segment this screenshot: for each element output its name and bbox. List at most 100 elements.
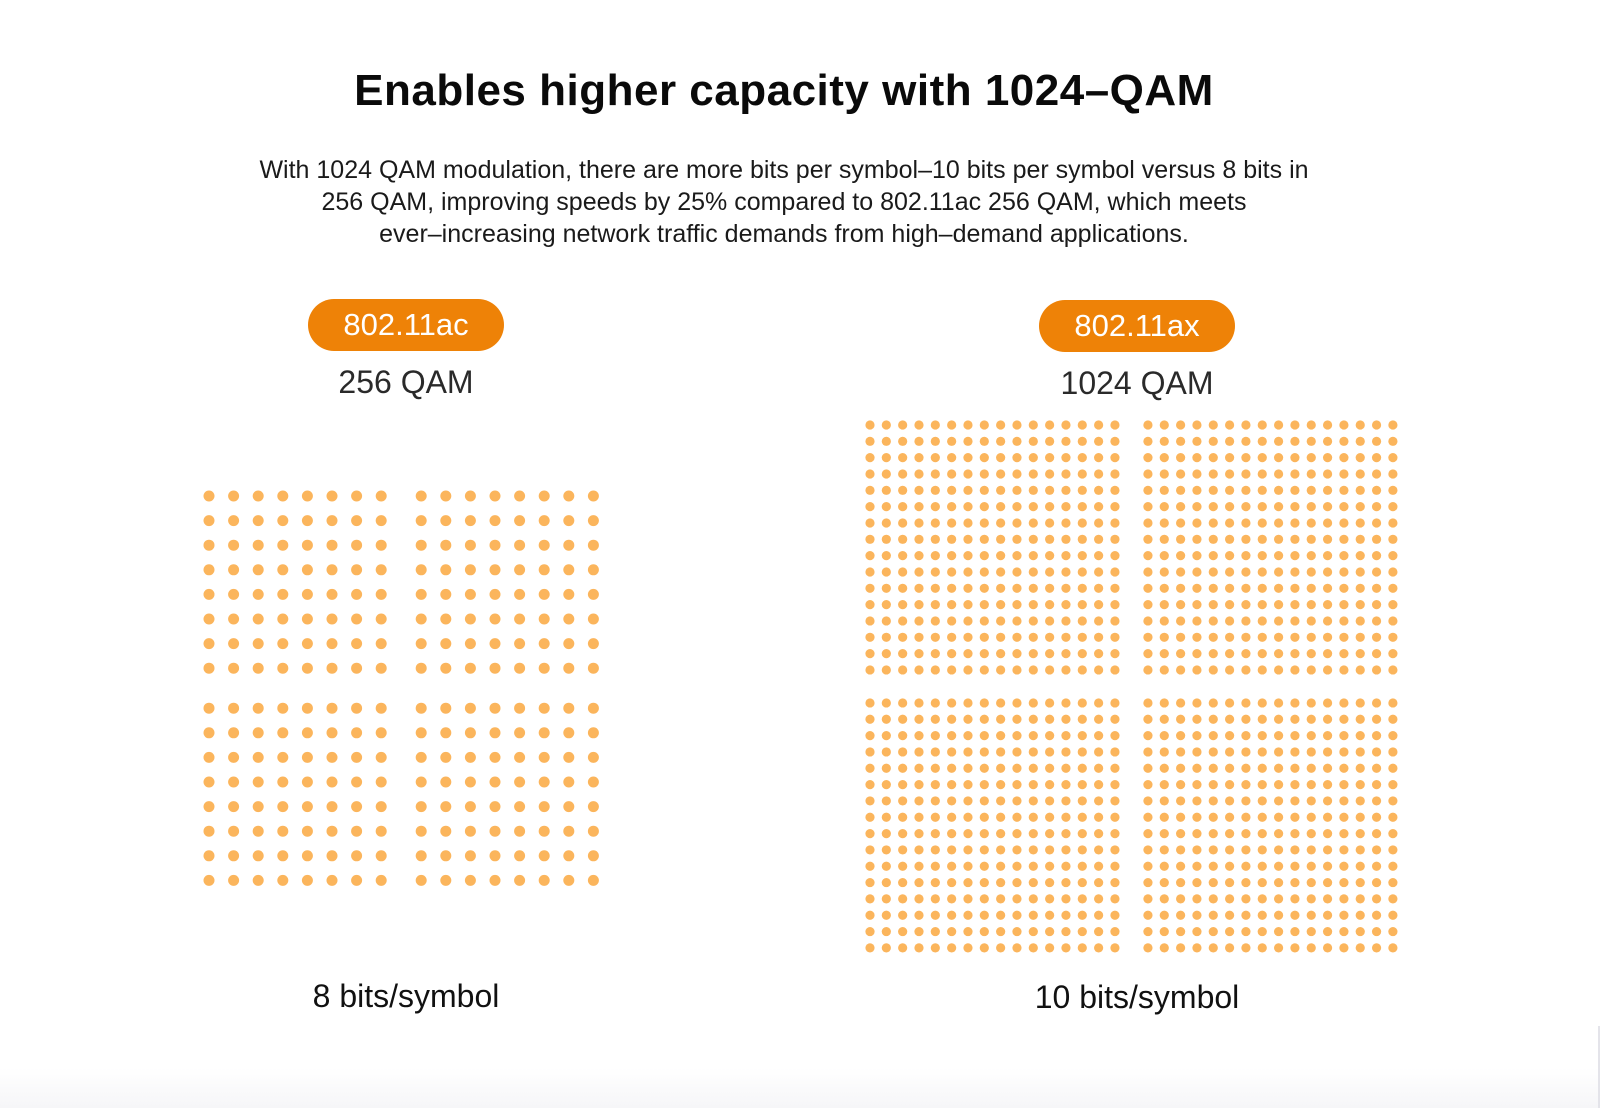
constellation-point [563, 801, 575, 813]
constellation-point [1339, 943, 1349, 953]
constellation-point [865, 714, 875, 724]
constellation-point [1192, 763, 1202, 773]
constellation-point [1094, 551, 1104, 561]
constellation-1024qam [865, 420, 1398, 953]
constellation-point [203, 874, 215, 886]
constellation-point [1355, 714, 1365, 724]
constellation-point [1339, 534, 1349, 544]
constellation-point [1110, 632, 1120, 642]
constellation-point [1257, 583, 1267, 593]
constellation-point [1094, 567, 1104, 577]
constellation-point [301, 801, 313, 813]
constellation-point [301, 515, 313, 527]
constellation-point [930, 436, 940, 446]
constellation-point [1371, 714, 1382, 724]
constellation-point [464, 801, 476, 813]
constellation-point [326, 662, 338, 674]
constellation-point [440, 564, 452, 576]
constellation-point [1257, 780, 1267, 790]
constellation-point [1290, 698, 1300, 708]
constellation-point [563, 874, 575, 886]
constellation-point [947, 649, 957, 659]
constellation-point [947, 518, 957, 528]
constellation-point [1273, 453, 1284, 463]
constellation-point [947, 632, 957, 642]
constellation-point [1176, 649, 1186, 659]
constellation-point [1339, 894, 1349, 904]
constellation-point [1322, 632, 1333, 642]
constellation-point [1273, 763, 1284, 773]
constellation-point [914, 469, 924, 479]
constellation-point [1355, 583, 1365, 593]
constellation-point [1192, 943, 1202, 953]
constellation-point [1339, 485, 1349, 495]
constellation-point [963, 600, 973, 610]
constellation-point [1322, 828, 1333, 839]
constellation-point [1045, 518, 1055, 528]
constellation-point [1045, 600, 1055, 610]
constellation-point [1257, 877, 1267, 888]
constellation-point [1159, 714, 1169, 724]
constellation-point [881, 665, 891, 675]
constellation-point [375, 825, 387, 837]
constellation-point [1192, 436, 1202, 446]
constellation-point [351, 702, 363, 714]
constellation-point [996, 747, 1006, 757]
constellation-point [1094, 747, 1104, 757]
constellation-point [1241, 485, 1251, 495]
constellation-point [1371, 845, 1382, 855]
constellation-point [514, 776, 526, 788]
constellation-point [1077, 861, 1087, 871]
constellation-point [1322, 649, 1333, 659]
constellation-point [587, 702, 599, 714]
constellation-point [1241, 926, 1251, 937]
constellation-point [1159, 632, 1169, 642]
constellation-point [1388, 763, 1398, 773]
constellation-point [1273, 698, 1284, 708]
constellation-point [277, 613, 289, 625]
constellation-point [1339, 861, 1349, 871]
constellation-point [1273, 551, 1284, 561]
constellation-point [203, 515, 215, 527]
constellation-point [1110, 828, 1120, 839]
constellation-point [1388, 616, 1398, 626]
constellation-point [1290, 943, 1300, 953]
constellation-point [1061, 698, 1071, 708]
constellation-point [252, 702, 264, 714]
constellation-point [1322, 698, 1333, 708]
constellation-point [963, 665, 973, 675]
constellation-point [947, 453, 957, 463]
constellation-point [1045, 632, 1055, 642]
constellation-point [1176, 551, 1186, 561]
constellation-point [1339, 714, 1349, 724]
constellation-point [930, 780, 940, 790]
constellation-point [1257, 943, 1267, 953]
constellation-point [898, 583, 908, 593]
constellation-point [1208, 583, 1218, 593]
constellation-point [1339, 518, 1349, 528]
constellation-point [1290, 763, 1300, 773]
constellation-point [881, 845, 891, 855]
constellation-point [1143, 845, 1153, 855]
constellation-point [1143, 485, 1153, 495]
constellation-point [1355, 698, 1365, 708]
constellation-point [1257, 649, 1267, 659]
constellation-point [1110, 665, 1120, 675]
constellation-point [914, 812, 924, 822]
constellation-point [1371, 469, 1382, 479]
constellation-point [1306, 485, 1316, 495]
constellation-point [587, 751, 599, 763]
constellation-point [1012, 796, 1022, 806]
constellation-point [979, 714, 989, 724]
constellation-point [898, 665, 908, 675]
constellation-point [1094, 698, 1104, 708]
constellation-point [464, 490, 476, 502]
constellation-point [351, 638, 363, 650]
constellation-point [979, 567, 989, 577]
constellation-point [1077, 534, 1087, 544]
constellation-point [898, 714, 908, 724]
constellation-point [1371, 747, 1382, 757]
constellation-point [1159, 583, 1169, 593]
constellation-point [1143, 926, 1153, 937]
constellation-point [1273, 812, 1284, 822]
